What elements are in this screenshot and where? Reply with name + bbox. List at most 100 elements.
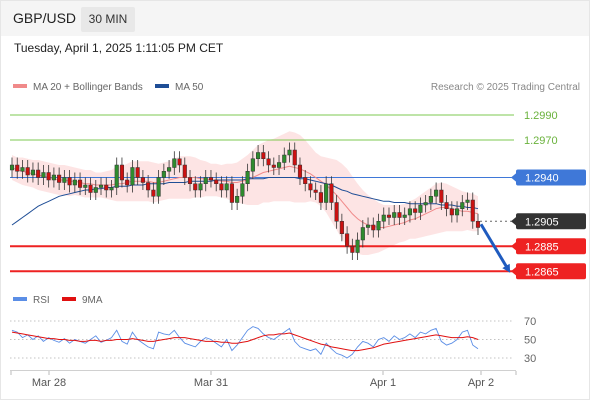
- candle-body: [449, 208, 454, 216]
- candle: [313, 182, 318, 200]
- candle: [193, 176, 198, 198]
- candle-body: [324, 183, 329, 203]
- candle: [187, 170, 193, 192]
- candle: [455, 201, 460, 223]
- candle: [151, 182, 156, 204]
- candle-body: [229, 183, 234, 203]
- candle-body: [434, 189, 439, 197]
- candle-body: [214, 179, 219, 184]
- candle-body: [151, 189, 156, 197]
- candle-body: [119, 164, 125, 181]
- level-label-1.2865: 1.2865: [525, 266, 559, 278]
- candle-body: [46, 172, 51, 181]
- candle: [407, 201, 412, 223]
- candle-body: [339, 221, 344, 234]
- candle: [98, 177, 104, 195]
- candle: [93, 180, 98, 200]
- candle: [41, 165, 46, 185]
- candle: [104, 177, 109, 198]
- candle: [439, 182, 444, 210]
- candle-body: [224, 183, 229, 191]
- candle-body: [177, 158, 182, 166]
- candle: [261, 145, 266, 167]
- candle-body: [167, 167, 172, 172]
- candle: [355, 232, 360, 260]
- candle-body: [98, 184, 104, 188]
- level-label-pointer: [511, 216, 517, 227]
- candle-body: [182, 164, 187, 178]
- candle-body: [83, 184, 88, 188]
- candle-body: [392, 212, 397, 218]
- rsi-legend-label: RSI: [33, 295, 50, 306]
- level-label-1.2905: 1.2905: [525, 216, 559, 228]
- candle-body: [428, 196, 433, 203]
- candle: [119, 157, 125, 188]
- x-tick-label: Apr 2: [468, 377, 494, 389]
- rsi-legend-swatch: [13, 297, 27, 301]
- candle: [287, 142, 292, 163]
- candle: [465, 192, 470, 210]
- candle-body: [146, 182, 151, 191]
- level-label-bg-1.2905: [516, 213, 586, 230]
- candle-body: [156, 177, 161, 197]
- candle-body: [125, 179, 130, 186]
- candle-body: [308, 183, 313, 191]
- candle-body: [187, 177, 193, 184]
- candle: [83, 177, 88, 195]
- rsi-panel: 70 50 30: [10, 316, 536, 365]
- candle-body: [161, 171, 166, 178]
- candle: [25, 160, 30, 183]
- bollinger-band: [12, 131, 478, 255]
- candle: [67, 170, 72, 193]
- level-label-pointer: [511, 241, 517, 252]
- candle-body: [256, 152, 261, 159]
- candle: [449, 201, 454, 223]
- level-label-bg-1.2885: [516, 238, 586, 255]
- candle: [381, 207, 386, 229]
- candle: [308, 176, 313, 198]
- candle: [20, 160, 25, 179]
- rsi-ma9-line: [11, 331, 479, 352]
- candle: [318, 185, 323, 210]
- level-label-bg-1.2940: [516, 169, 586, 186]
- candle-body: [93, 187, 98, 193]
- candle: [161, 163, 166, 185]
- timeframe-button[interactable]: 30 MIN: [81, 7, 135, 32]
- candle-body: [439, 189, 444, 203]
- candle: [386, 207, 392, 225]
- candle: [88, 177, 93, 200]
- candle: [51, 167, 56, 188]
- candle-body: [208, 177, 214, 181]
- candle-body: [67, 177, 72, 186]
- candle: [203, 170, 208, 192]
- level-label-1.2970: 1.2970: [524, 135, 558, 147]
- candle: [182, 157, 187, 185]
- forecast-arrow: [479, 223, 511, 273]
- candle: [324, 176, 329, 210]
- candle: [109, 180, 114, 198]
- level-label-1.2885: 1.2885: [525, 241, 559, 253]
- rsi-tick-label: 70: [524, 316, 536, 328]
- candle: [208, 170, 214, 188]
- candle-body: [276, 162, 282, 168]
- candle: [392, 205, 397, 225]
- candle-body: [109, 187, 114, 191]
- candle-body: [282, 154, 287, 163]
- candle: [15, 157, 20, 179]
- candle: [413, 201, 418, 220]
- candle: [250, 151, 255, 179]
- candle: [334, 195, 339, 229]
- candle-body: [407, 208, 412, 216]
- header-bar: GBP/USD 30 MIN: [1, 1, 589, 36]
- candle-body: [250, 158, 255, 172]
- ma9-legend-swatch: [62, 297, 76, 301]
- x-tick-label: Apr 1: [370, 377, 396, 389]
- candle-body: [318, 192, 323, 203]
- candle: [428, 188, 433, 210]
- candle: [460, 195, 465, 217]
- candle: [303, 170, 308, 192]
- candle: [219, 176, 224, 198]
- candle: [245, 163, 250, 192]
- x-axis: Mar 28 Mar 31 Apr 1 Apr 2: [10, 371, 517, 389]
